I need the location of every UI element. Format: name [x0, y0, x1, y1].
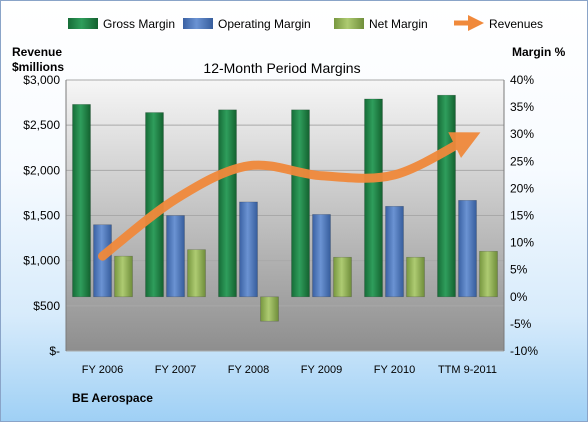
- legend-revenues-label: Revenues: [489, 17, 543, 31]
- category-label: TTM 9-2011: [438, 364, 497, 376]
- right-tick-label: 20%: [510, 181, 534, 195]
- operating-margin-bar: [93, 224, 112, 298]
- revenues-line: [98, 132, 481, 261]
- legend-net-swatch: [334, 18, 364, 29]
- left-axis-ticks: $- $500 $1,000 $1,500 $2,000 $2,500 $3,000: [23, 73, 60, 358]
- company-label: BE Aerospace: [72, 391, 153, 405]
- right-tick-label: 35%: [510, 100, 534, 114]
- net-margin-bar: [114, 255, 133, 298]
- left-tick-label: $2,000: [23, 163, 60, 177]
- left-axis-title-line2: $millions: [12, 60, 64, 74]
- right-tick-label: 40%: [510, 73, 534, 87]
- right-tick-label: 30%: [510, 127, 534, 141]
- right-axis-title: Margin %: [512, 45, 566, 59]
- left-tick-label: $500: [33, 299, 60, 313]
- category-label: FY 2006: [82, 364, 123, 376]
- net-margin-bar: [333, 256, 352, 298]
- legend-operating-swatch: [183, 18, 213, 29]
- right-tick-label: 10%: [510, 236, 534, 250]
- category-label: FY 2007: [155, 364, 196, 376]
- operating-margin-bar: [458, 200, 477, 298]
- operating-margin-bar: [166, 215, 185, 298]
- net-margin-bar: [187, 249, 206, 298]
- legend-gross-label: Gross Margin: [103, 17, 175, 31]
- left-tick-label: $1,000: [23, 254, 60, 268]
- gross-margin-bar: [291, 109, 310, 298]
- chart-title: 12-Month Period Margins: [203, 60, 360, 76]
- left-tick-label: $2,500: [23, 118, 60, 132]
- bars: [72, 94, 498, 322]
- gross-margin-bar: [437, 94, 456, 298]
- net-margin-bar: [479, 250, 498, 298]
- legend: Gross Margin Operating Margin Net Margin…: [68, 14, 543, 32]
- right-axis-ticks: -10% -5% 0% 5% 10% 15% 20% 25% 30% 35% 40%: [510, 73, 538, 358]
- gross-margin-bar: [218, 109, 237, 298]
- right-tick-label: 0%: [510, 290, 528, 304]
- operating-margin-bar: [385, 205, 404, 298]
- legend-operating-label: Operating Margin: [218, 17, 311, 31]
- left-axis-title-line1: Revenue: [12, 45, 62, 59]
- legend-gross-swatch: [68, 18, 98, 29]
- right-tick-label: -5%: [510, 317, 532, 331]
- net-margin-bar: [406, 256, 425, 298]
- gross-margin-bar: [364, 98, 383, 298]
- left-tick-label: $3,000: [23, 73, 60, 87]
- right-tick-label: 15%: [510, 209, 534, 223]
- revenues-line-path: [98, 132, 481, 261]
- category-labels: FY 2006 FY 2007 FY 2008 FY 2009 FY 2010 TTM 9…: [82, 364, 497, 376]
- right-tick-label: 25%: [510, 154, 534, 168]
- category-label: FY 2008: [228, 364, 269, 376]
- operating-margin-bar: [312, 214, 331, 298]
- left-tick-label: $-: [49, 344, 60, 358]
- gross-margin-bar: [72, 104, 91, 298]
- right-tick-label: 5%: [510, 263, 528, 277]
- left-tick-label: $1,500: [23, 209, 60, 223]
- category-label: FY 2009: [301, 364, 342, 376]
- category-label: FY 2010: [374, 364, 415, 376]
- right-tick-label: -10%: [510, 344, 538, 358]
- operating-margin-bar: [239, 201, 258, 298]
- net-margin-bar: [260, 296, 279, 322]
- legend-net-label: Net Margin: [369, 17, 428, 31]
